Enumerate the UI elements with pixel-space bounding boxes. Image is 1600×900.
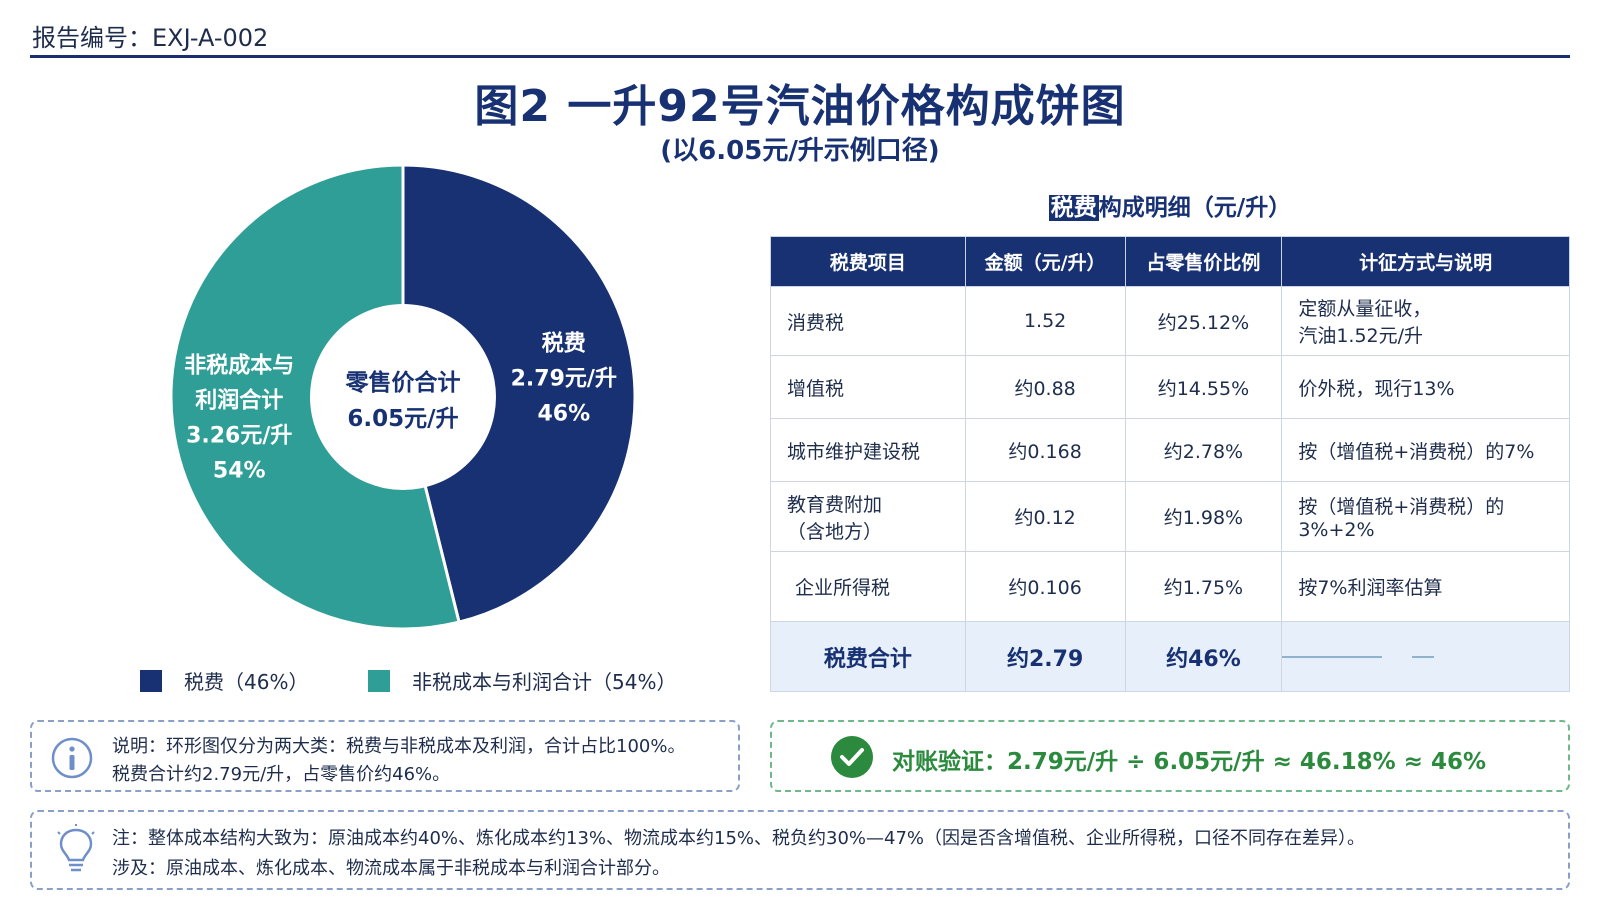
cell-item: 城市维护建设税	[770, 418, 966, 482]
donut-hole	[310, 304, 496, 490]
slice-label-tax: 2.79元/升	[511, 366, 617, 391]
cell-ratio: 约2.78%	[1124, 418, 1283, 482]
table-title-rest: 构成明细（元/升）	[1098, 195, 1292, 221]
slice-label-non-tax: 54%	[213, 459, 266, 484]
tax-detail-table: 税费项目 金额（元/升） 占零售价比例 计征方式与说明 消费税 1.52 约25…	[770, 236, 1570, 692]
cell-total-note	[1281, 621, 1570, 692]
cell-item-line: （含地方）	[787, 520, 883, 543]
placeholder-dash	[1412, 656, 1435, 658]
table-title-highlight: 税费	[1048, 195, 1099, 221]
column-header: 金额（元/升）	[964, 236, 1126, 287]
slice-label-tax: 46%	[537, 401, 590, 426]
slice-label-non-tax: 利润合计	[195, 388, 283, 414]
note-box: 说明：环形图仅分为两大类：税费与非税成本及利润，合计占比100%。 税费合计约2…	[30, 720, 740, 792]
cell-note-line: 定额从量征收，	[1298, 298, 1432, 320]
note-line-1: 说明：环形图仅分为两大类：税费与非税成本及利润，合计占比100%。	[112, 736, 686, 757]
lightbulb-icon	[54, 824, 98, 882]
cell-item: 增值税	[770, 355, 966, 419]
center-label-line-2: 6.05元/升	[347, 406, 458, 432]
cell-note-line: 3%+2%	[1298, 519, 1375, 541]
chart-title: 图2 一升92号汽油价格构成饼图	[474, 81, 1126, 132]
table-row: 消费税 1.52 约25.12% 定额从量征收， 汽油1.52元/升	[770, 286, 1570, 356]
placeholder-dash	[1282, 656, 1383, 658]
cell-amount: 约0.12	[964, 481, 1126, 552]
cell-ratio: 约14.55%	[1124, 355, 1283, 419]
verification-text: 对账验证：2.79元/升 ÷ 6.05元/升 ≈ 46.18% ≈ 46%	[892, 749, 1487, 775]
column-header: 占零售价比例	[1124, 236, 1283, 287]
table-row: 城市维护建设税 约0.168 约2.78% 按（增值税+消费税）的7%	[770, 418, 1570, 482]
cell-note: 按（增值税+消费税）的 3%+2%	[1281, 481, 1570, 552]
cell-amount: 约0.106	[964, 551, 1126, 622]
cell-item: 消费税	[770, 286, 966, 356]
cell-note: 价外税，现行13%	[1281, 355, 1570, 419]
cell-total-ratio: 约46%	[1124, 621, 1283, 692]
tip-line-2: 涉及：原油成本、炼化成本、物流成本属于非税成本与利润合计部分。	[112, 858, 670, 879]
table-row: 教育费附加 （含地方） 约0.12 约1.98% 按（增值税+消费税）的 3%+…	[770, 481, 1570, 552]
pie-slice-tax	[401, 163, 637, 624]
cell-item: 教育费附加 （含地方）	[770, 481, 966, 552]
legend-label-non-tax: 非税成本与利润合计（54%）	[412, 670, 677, 694]
cell-total-item: 税费合计	[770, 621, 966, 692]
cell-note: 按（增值税+消费税）的7%	[1281, 418, 1570, 482]
cell-note: 按7%利润率估算	[1281, 551, 1570, 622]
info-icon	[50, 736, 94, 784]
legend-item-non-tax: 非税成本与利润合计（54%）	[368, 666, 676, 695]
slice-label-tax: 税费	[542, 330, 586, 356]
legend-swatch-tax	[140, 669, 162, 692]
center-label-line-1: 零售价合计	[345, 369, 461, 396]
cell-amount: 约0.88	[964, 355, 1126, 419]
tip-box: 注：整体成本结构大致为：原油成本约40%、炼化成本约13%、物流成本约15%、税…	[30, 810, 1570, 890]
check-circle-icon	[830, 735, 874, 783]
slice-label-non-tax: 3.26元/升	[186, 424, 292, 449]
table-total-row: 税费合计 约2.79 约46%	[770, 621, 1570, 692]
cell-ratio: 约25.12%	[1124, 286, 1283, 356]
cell-total-amount: 约2.79	[964, 621, 1126, 692]
donut-chart: 零售价合计 6.05元/升 税费 2.79元/升 46% 非税成本与利润合计 3.26元…	[170, 163, 637, 631]
table-title: 税费构成明细（元/升）	[770, 188, 1570, 222]
header-divider	[30, 55, 1570, 58]
cell-amount: 1.52	[964, 286, 1126, 356]
legend-label-tax: 税费（46%）	[184, 670, 309, 694]
table-row: 增值税 约0.88 约14.55% 价外税，现行13%	[770, 355, 1570, 419]
cell-ratio: 约1.75%	[1124, 551, 1283, 622]
cell-note-line: 汽油1.52元/升	[1298, 325, 1424, 347]
chart-subtitle: (以6.05元/升示例口径)	[660, 136, 940, 166]
note-line-2: 税费合计约2.79元/升，占零售价约46%。	[112, 764, 451, 785]
table-row: 企业所得税 约0.106 约1.75% 按7%利润率估算	[770, 551, 1570, 622]
report-number: 报告编号：EXJ-A-002	[32, 24, 269, 52]
cell-ratio: 约1.98%	[1124, 481, 1283, 552]
tip-line-1: 注：整体成本结构大致为：原油成本约40%、炼化成本约13%、物流成本约15%、税…	[112, 828, 1366, 849]
slice-label-non-tax: 非税成本与	[184, 353, 294, 379]
legend-item-tax: 税费（46%）	[140, 666, 308, 695]
table-header-row: 税费项目 金额（元/升） 占零售价比例 计征方式与说明	[770, 236, 1570, 287]
column-header: 税费项目	[770, 236, 966, 287]
column-header: 计征方式与说明	[1281, 236, 1570, 287]
verification-box: 对账验证：2.79元/升 ÷ 6.05元/升 ≈ 46.18% ≈ 46%	[770, 720, 1570, 792]
legend-swatch-non-tax	[368, 669, 390, 692]
cell-item: 企业所得税	[770, 551, 966, 622]
cell-note-line: 按（增值税+消费税）的	[1298, 496, 1505, 518]
cell-amount: 约0.168	[964, 418, 1126, 482]
cell-note: 定额从量征收， 汽油1.52元/升	[1281, 286, 1570, 356]
cell-item-line: 教育费附加	[787, 493, 883, 516]
